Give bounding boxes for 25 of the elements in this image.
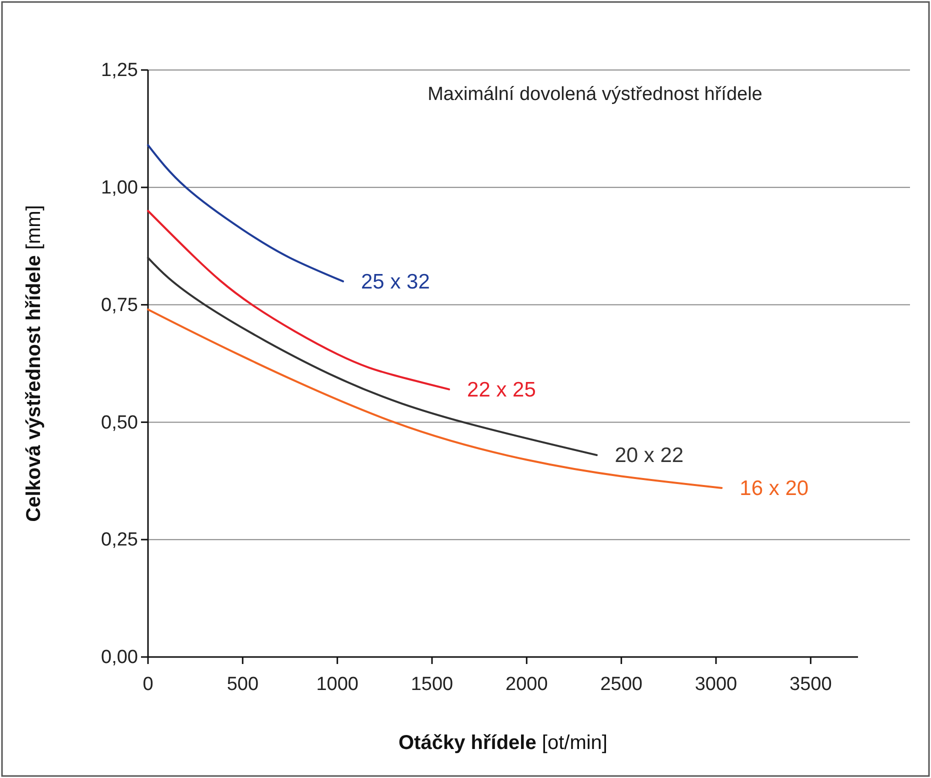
line-series xyxy=(147,256,598,456)
line-series xyxy=(147,144,344,282)
y-tick-label: 0,75 xyxy=(101,294,138,316)
x-tick-label: 2500 xyxy=(600,674,642,695)
text: Maximální dovolená výstřednost hřídele xyxy=(428,84,762,105)
x-tick-label: 1000 xyxy=(316,674,358,695)
series-label: 16 x 20 xyxy=(740,476,809,500)
x-tick-label: 3500 xyxy=(790,674,832,695)
series-label: 25 x 32 xyxy=(361,270,430,294)
x-axis-title: Otáčky hřídele [ot/min] xyxy=(398,732,608,754)
y-axis-title: Celková výstřednost hřídele [mm] xyxy=(23,205,45,522)
x-tick-label: 2000 xyxy=(506,674,548,695)
y-tick-label: 0,25 xyxy=(101,530,138,551)
line-series xyxy=(147,308,723,489)
x-tick-label: 0 xyxy=(142,674,154,695)
y-tick-label: 1,00 xyxy=(101,177,138,198)
line-series xyxy=(147,210,450,390)
y-tick-label: 0,50 xyxy=(101,412,138,434)
x-tick-label: 500 xyxy=(226,674,259,695)
series-label: 22 x 25 xyxy=(467,378,536,402)
series-label: 20 x 22 xyxy=(614,444,684,468)
x-tick-label: 3000 xyxy=(694,674,738,695)
y-tick-label: 1,25 xyxy=(101,60,138,82)
y-tick-label: 0,00 xyxy=(101,647,138,668)
x-tick-label: 1500 xyxy=(410,674,454,695)
